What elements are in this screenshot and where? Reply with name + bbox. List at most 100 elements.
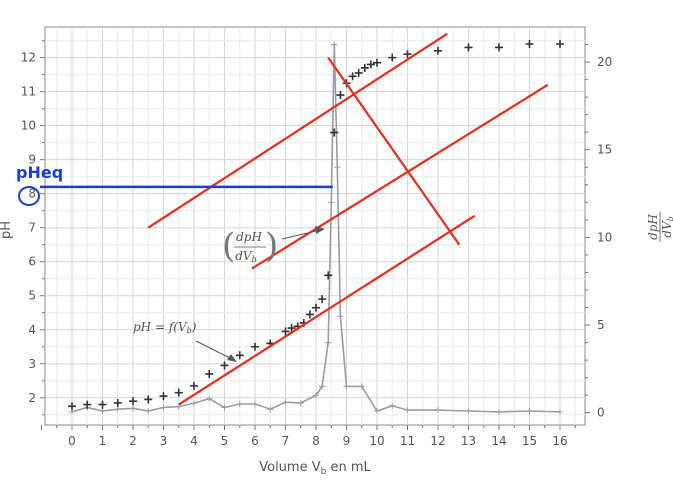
derivative-point (114, 406, 121, 413)
derivative-point (191, 400, 197, 407)
derivative-label-arrowhead (315, 226, 325, 234)
derivative-point (160, 404, 167, 411)
svg-text:dpH: dpH (646, 214, 660, 240)
x-axis-title: Volume Vb en mL (259, 460, 371, 477)
pheq-label: pHeq (16, 163, 63, 182)
derivative-point (404, 407, 411, 414)
derivative-point (130, 405, 136, 412)
left-y-tick-label: 6 (28, 255, 36, 269)
ph-point (360, 63, 369, 72)
derivative-point (252, 400, 258, 407)
derivative-point (319, 383, 326, 390)
derivative-point (343, 383, 350, 390)
perpendicular-line (327, 56, 461, 246)
derivative-point (328, 199, 335, 206)
ph-point (312, 303, 320, 312)
x-tick-label: 1 (99, 434, 107, 448)
ph-point (434, 46, 442, 55)
ph-point (403, 50, 412, 59)
ph-point (324, 271, 333, 280)
x-tick-label: 9 (343, 434, 351, 448)
construction-lines (40, 32, 549, 406)
svg-text:dpH: dpH (236, 230, 262, 244)
ph-point (495, 43, 503, 52)
ph-curve-label-arrow (195, 340, 235, 361)
left-y-tick-label: 10 (21, 119, 36, 133)
ph-point (348, 72, 357, 81)
derivative-label: ( dpH dVb ) (222, 226, 278, 266)
ph-point (388, 53, 397, 62)
x-tick-label: 5 (221, 434, 229, 448)
derivative-point (374, 407, 380, 414)
derivative-point (297, 400, 304, 407)
left-y-tick-label: 7 (28, 221, 36, 235)
derivative-point (325, 339, 332, 346)
derivative-point (175, 403, 182, 410)
left-y-tick-label: 4 (28, 323, 36, 337)
ph-point (159, 392, 168, 401)
svg-text:dVb: dVb (660, 216, 673, 237)
left-y-axis-title: pH (0, 221, 14, 239)
ph-point (373, 58, 381, 67)
right-y-tick-label: 20 (597, 55, 612, 69)
tangent-line-upper (147, 32, 448, 229)
x-tick-label: 2 (129, 434, 137, 448)
x-tick-label: 0 (68, 434, 76, 448)
derivative-point (313, 392, 319, 399)
x-tick-label: 11 (400, 434, 415, 448)
left-y-tick-label: 12 (21, 51, 36, 65)
ph-curve-label-arrowhead (227, 354, 237, 362)
x-tick-label: 15 (522, 434, 537, 448)
right-y-tick-label: 10 (597, 230, 612, 244)
left-y-tick-label: 3 (28, 357, 36, 371)
ph-point (525, 40, 534, 49)
derivative-point (496, 408, 502, 415)
ph-point (174, 388, 183, 397)
ph-point (556, 40, 564, 49)
x-tick-label: 8 (312, 434, 320, 448)
right-y-axis-title: dpH dVb (646, 212, 673, 242)
ph-point (287, 324, 296, 333)
ph-point (235, 351, 244, 360)
ph-curve-label: pH = f(Vb) (133, 320, 197, 335)
derivative-point (337, 313, 344, 320)
ph-point (251, 342, 259, 351)
pheq-value-circle (18, 186, 40, 206)
x-tick-label: 7 (282, 434, 290, 448)
ph-point (220, 361, 229, 370)
derivative-point (221, 404, 228, 411)
right-y-tick-label: 5 (597, 318, 605, 332)
svg-text:dVb: dVb (235, 249, 256, 264)
x-tick-label: 4 (190, 434, 198, 448)
derivative-point (526, 407, 533, 414)
tangent-line-middle (251, 83, 549, 270)
right-y-tick-label: 0 (597, 406, 605, 420)
ph-point (98, 400, 107, 409)
left-y-tick-label: 8 (28, 187, 36, 201)
derivative-point (557, 408, 563, 415)
derivative-point (282, 399, 289, 406)
derivative-point (236, 400, 243, 407)
ph-point (144, 395, 153, 404)
ph-point (68, 402, 76, 411)
ph-point (464, 43, 473, 52)
ph-point (205, 369, 214, 378)
svg-text:): ) (265, 226, 278, 266)
derivative-point (334, 164, 341, 171)
derivative-label-arrow (281, 229, 321, 240)
tangent-line-lower (178, 214, 476, 406)
ph-point (129, 397, 137, 406)
derivative-point (331, 41, 338, 48)
ph-point (190, 381, 198, 390)
ph-point (354, 68, 363, 77)
derivative-point (206, 395, 213, 402)
x-tick-label: 16 (552, 434, 567, 448)
ph-point (305, 310, 314, 319)
ph-point (113, 398, 122, 407)
derivative-point (145, 407, 152, 414)
x-tick-label: 3 (160, 434, 168, 448)
left-y-tick-label: 11 (21, 85, 36, 99)
derivative-point (435, 407, 441, 414)
derivative-point (389, 402, 396, 409)
